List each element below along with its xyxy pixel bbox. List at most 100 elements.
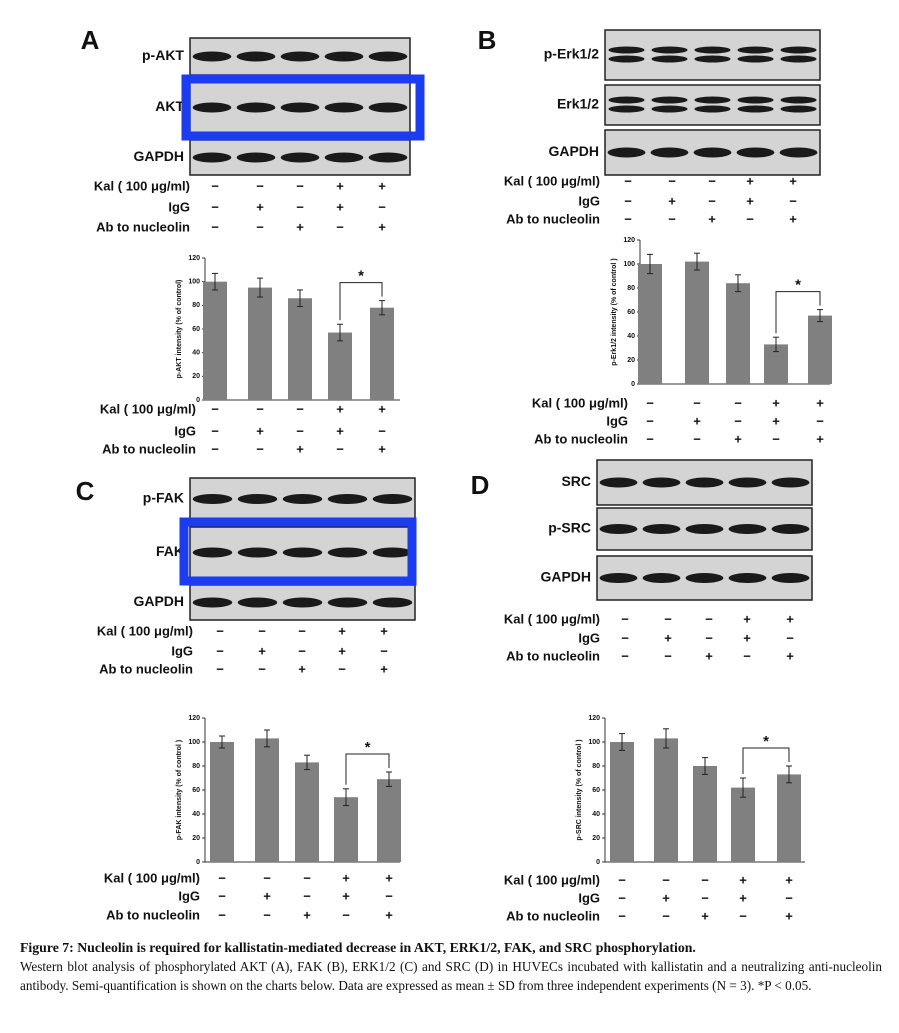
treatment-sign: − [211,441,219,456]
treatment-sign: − [786,630,794,645]
blot-band [728,477,767,488]
blot-band [780,55,817,63]
treatment-sign: − [263,907,271,922]
treatment-label: Ab to nucleolin [506,211,600,226]
blot-band [737,96,774,104]
blot-label: p-Erk1/2 [544,46,599,62]
blot-band [780,105,817,113]
treatment-label: IgG [606,413,628,428]
blot-band [608,46,645,54]
y-tick-label: 100 [188,279,200,286]
bar [210,742,234,862]
bar [808,315,832,384]
treatment-sign: − [624,173,632,188]
blot-label: p-FAK [143,490,184,506]
treatment-sign: + [296,441,304,456]
treatment-sign: − [789,193,797,208]
treatment-sign: − [668,173,676,188]
treatment-sign: − [256,441,264,456]
treatment-label: IgG [171,643,193,658]
y-tick-label: 60 [192,326,200,333]
y-tick-label: 100 [588,739,600,746]
treatment-label: Kal ( 100 μg/ml) [94,178,190,193]
blot-label: SRC [561,473,591,489]
bar [295,762,319,862]
caption-body: Western blot analysis of phosphorylated … [20,959,882,993]
blot-band [728,573,767,583]
panel-letter: A [81,25,100,55]
treatment-sign: + [378,219,386,234]
blot-band [192,597,233,608]
treatment-sign: − [263,870,271,885]
blot-band [237,494,278,504]
treatment-sign: + [385,907,393,922]
treatment-sign: − [708,193,716,208]
blot-band [327,597,368,608]
treatment-sign: + [789,211,797,226]
treatment-sign: + [296,219,304,234]
treatment-sign: − [705,630,713,645]
treatment-sign: − [296,178,304,193]
blot-label: GAPDH [548,143,599,159]
treatment-sign: + [772,413,780,428]
treatment-sign: + [378,178,386,193]
treatment-sign: + [705,648,713,663]
y-tick-label: 0 [196,397,200,404]
blot-band [324,51,364,62]
treatment-label: IgG [178,888,200,903]
y-tick-label: 80 [192,763,200,770]
treatment-sign: + [743,611,751,626]
y-tick-label: 120 [188,255,200,262]
blot-band [599,573,638,583]
y-tick-label: 40 [192,811,200,818]
y-axis-label: p-SRC intensity (% of control ) [576,739,583,840]
treatment-label: Ab to nucleolin [96,219,190,234]
treatment-sign: + [380,623,388,638]
y-tick-label: 60 [627,309,635,316]
treatment-sign: − [618,872,626,887]
bar [685,261,709,384]
blot-band [642,573,681,583]
blot-band [694,105,731,113]
y-tick-label: 80 [592,763,600,770]
blot-band [737,46,774,54]
treatment-label: Kal ( 100 μg/ml) [504,872,600,887]
blot-band [737,55,774,63]
treatment-sign: + [258,643,266,658]
treatment-label: IgG [578,890,600,905]
significance-star: * [795,277,801,294]
treatment-sign: − [298,623,306,638]
treatment-sign: + [263,888,271,903]
treatment-sign: + [746,173,754,188]
treatment-sign: + [256,423,264,438]
blot-band [771,477,810,488]
treatment-label: Ab to nucleolin [102,441,196,456]
significance-star: * [365,739,371,756]
blot-band [780,96,817,104]
blot-band [237,547,278,558]
y-tick-label: 40 [592,811,600,818]
blot-band [642,477,681,488]
treatment-sign: − [743,648,751,663]
bar [377,779,401,862]
treatment-sign: − [298,643,306,658]
y-tick-label: 0 [596,859,600,866]
blot-band [192,494,233,504]
blot-band [236,152,276,163]
treatment-label: IgG [174,423,196,438]
treatment-label: IgG [578,630,600,645]
treatment-sign: − [705,611,713,626]
blot-band [368,152,408,163]
treatment-sign: + [789,173,797,188]
significance-bracket [742,747,790,774]
bar [255,738,279,862]
treatment-sign: − [303,888,311,903]
y-tick-label: 100 [623,261,635,268]
treatment-sign: − [621,630,629,645]
treatment-sign: − [380,643,388,658]
treatment-sign: + [378,401,386,416]
treatment-sign: + [693,413,701,428]
y-tick-label: 0 [631,381,635,388]
y-tick-label: 40 [192,350,200,357]
bar [203,281,227,400]
